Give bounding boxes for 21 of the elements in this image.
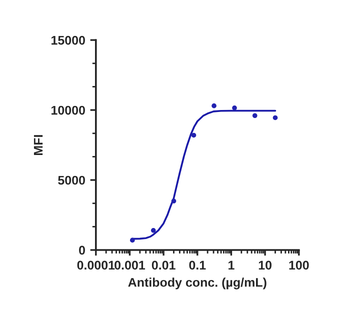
y-tick-label: 15000	[52, 36, 85, 45]
x-tick-label: 0.0001	[77, 260, 115, 270]
point	[232, 106, 237, 110]
point	[212, 103, 216, 108]
y-tick-label: 10000	[52, 106, 85, 115]
x-axis-title: Antibody conc. (µg/mL)	[128, 278, 266, 290]
y-tick-label: 5000	[58, 176, 85, 185]
x-tick-label: 100	[289, 260, 309, 270]
point	[130, 238, 135, 243]
y-tick-label: 0	[79, 246, 85, 255]
point	[191, 132, 196, 138]
x-tick-label: 0.01	[152, 260, 176, 270]
x-tick-label: 10	[258, 260, 272, 270]
point	[252, 113, 258, 118]
x-tick-label: 1	[228, 260, 234, 270]
x-tick-label: 0.1	[189, 260, 206, 270]
y-axis-title: MFI	[34, 135, 43, 155]
x-tick-label: 0.001	[114, 260, 146, 270]
point	[171, 198, 176, 204]
point	[150, 228, 156, 233]
point	[272, 115, 278, 120]
